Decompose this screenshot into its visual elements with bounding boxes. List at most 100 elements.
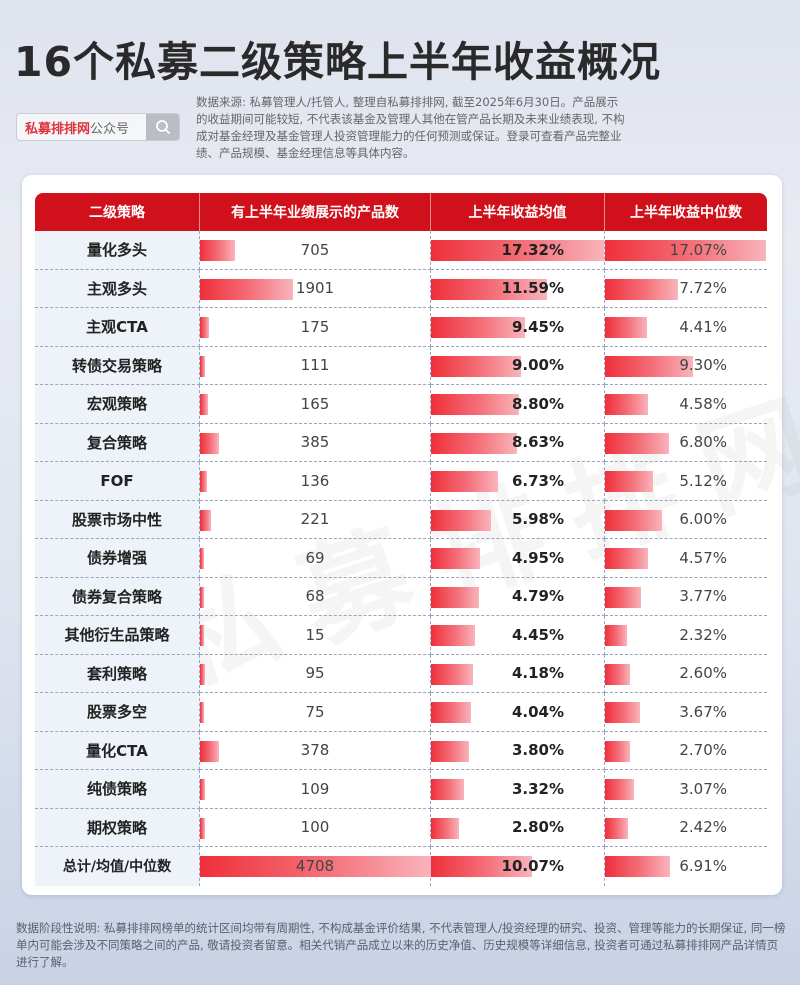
col-header-mean: 上半年收益均值 [431, 193, 605, 231]
mean-value: 11.59% [501, 279, 564, 298]
table-total-row: 总计/均值/中位数 4708 10.07% 6.91% [35, 847, 767, 886]
median-cell: 9.30% [605, 347, 767, 385]
median-cell: 5.12% [605, 462, 767, 501]
table-row: 股票多空 75 4.04% 3.67% [35, 693, 767, 732]
count-bar [200, 317, 209, 338]
median-cell: 6.00% [605, 501, 767, 539]
mean-cell: 17.32% [431, 231, 605, 270]
mean-value: 9.00% [511, 356, 564, 375]
count-bar [200, 586, 204, 608]
mean-cell: 2.80% [431, 808, 605, 847]
count-bar [200, 740, 219, 762]
count-value: 95 [305, 664, 325, 683]
mean-cell: 4.95% [431, 539, 605, 578]
mean-bar [431, 779, 465, 800]
mean-cell: 8.63% [431, 423, 605, 462]
median-value: 2.60% [679, 664, 727, 683]
count-value: 68 [305, 587, 325, 606]
count-bar [200, 394, 209, 415]
median-bar [605, 663, 630, 685]
median-cell: 17.07% [605, 231, 767, 270]
median-bar [605, 740, 631, 762]
table-row: 主观多头 1901 11.59% 7.72% [35, 269, 767, 308]
count-cell: 165 [200, 385, 431, 424]
table-row: 主观CTA 175 9.45% 4.41% [35, 308, 767, 347]
median-value: 2.32% [679, 625, 727, 644]
table-row: 债券增强 69 4.95% 4.57% [35, 539, 767, 578]
median-cell: 6.80% [605, 424, 767, 462]
count-cell: 68 [200, 577, 431, 616]
mean-cell: 6.73% [431, 462, 605, 501]
mean-cell: 8.80% [431, 385, 605, 424]
median-cell: 4.57% [605, 539, 767, 578]
count-value: 109 [300, 779, 330, 798]
median-bar [605, 779, 634, 800]
search-box[interactable]: 私募排排网 公众号 [16, 113, 180, 141]
mean-bar [431, 548, 481, 569]
count-bar [200, 355, 206, 377]
median-value: 4.41% [679, 317, 727, 336]
mean-bar [431, 740, 469, 762]
count-cell: 1901 [200, 269, 431, 308]
mean-bar [431, 586, 479, 608]
median-cell: 4.41% [605, 308, 767, 347]
mean-value: 4.04% [511, 702, 564, 721]
count-value: 705 [300, 240, 330, 259]
table-row: 其他衍生品策略 15 4.45% 2.32% [35, 616, 767, 655]
median-cell: 6.91% [605, 847, 767, 886]
count-bar [200, 625, 204, 646]
mean-cell: 9.45% [431, 308, 605, 347]
count-cell: 378 [200, 731, 431, 770]
table-row: 量化CTA 378 3.80% 2.70% [35, 731, 767, 770]
mean-value: 5.98% [511, 510, 564, 529]
count-value: 69 [305, 548, 325, 567]
mean-bar [431, 509, 491, 531]
mean-bar [431, 817, 459, 839]
strategy-name-cell: 转债交易策略 [35, 346, 200, 385]
count-cell: 136 [200, 462, 431, 501]
count-value: 385 [300, 433, 330, 452]
median-value: 6.91% [679, 857, 727, 876]
count-bar [200, 432, 219, 454]
strategy-name-cell: 债券增强 [35, 539, 200, 578]
table-row: 纯债策略 109 3.32% 3.07% [35, 770, 767, 809]
col-header-median: 上半年收益中位数 [605, 193, 767, 231]
median-cell: 4.58% [605, 385, 767, 424]
mean-cell: 10.07% [431, 847, 605, 886]
mean-cell: 11.59% [431, 269, 605, 308]
mean-value: 8.63% [511, 433, 564, 452]
table-row: 宏观策略 165 8.80% 4.58% [35, 385, 767, 424]
mean-cell: 3.80% [431, 731, 605, 770]
mean-bar [431, 317, 526, 338]
median-bar [605, 471, 654, 492]
median-bar [605, 625, 627, 646]
median-value: 4.57% [679, 548, 727, 567]
count-cell: 4708 [200, 847, 431, 886]
median-cell: 7.72% [605, 270, 767, 308]
mean-cell: 4.79% [431, 577, 605, 616]
count-value: 100 [300, 818, 330, 837]
median-value: 6.00% [679, 510, 727, 529]
mean-value: 8.80% [511, 394, 564, 413]
mean-bar [431, 471, 499, 492]
median-value: 4.58% [679, 394, 727, 413]
median-cell: 2.70% [605, 732, 767, 770]
table-row: 转债交易策略 111 9.00% 9.30% [35, 346, 767, 385]
count-bar [200, 509, 211, 531]
median-value: 2.70% [679, 741, 727, 760]
table-header-row: 二级策略 有上半年业绩展示的产品数 上半年收益均值 上半年收益中位数 [35, 193, 767, 231]
median-bar [605, 856, 671, 877]
mean-value: 3.32% [511, 779, 564, 798]
median-value: 3.77% [679, 587, 727, 606]
strategy-name-cell: 复合策略 [35, 423, 200, 462]
count-value: 175 [300, 317, 330, 336]
mean-bar [431, 702, 472, 723]
median-value: 17.07% [669, 240, 727, 259]
strategy-name-cell: 量化CTA [35, 731, 200, 770]
search-button[interactable] [146, 114, 179, 140]
mean-cell: 9.00% [431, 346, 605, 385]
count-bar [200, 240, 235, 261]
table-row: 债券复合策略 68 4.79% 3.77% [35, 577, 767, 616]
median-bar [605, 355, 693, 377]
count-bar [200, 702, 204, 723]
